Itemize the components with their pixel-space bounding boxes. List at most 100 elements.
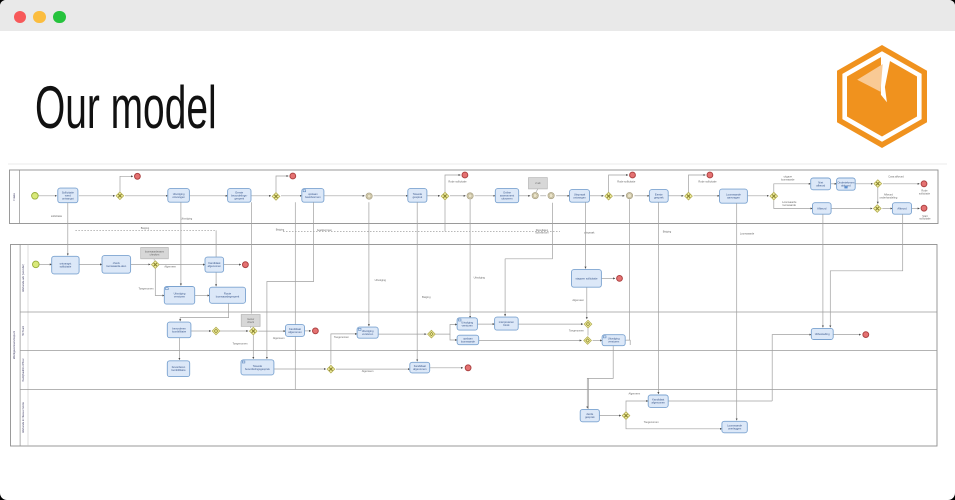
svg-text:Ondertekenen: Ondertekenen (837, 181, 855, 185)
svg-text:Sollicitatie: Sollicitatie (62, 190, 75, 194)
svg-text:afgenomen: afgenomen (288, 330, 302, 334)
svg-text:Bedrijfsadmin Officer: Bedrijfsadmin Officer (22, 358, 25, 381)
svg-text:Afkeurd: Afkeurd (817, 206, 827, 210)
svg-text:uitspraak: uitspraak (584, 230, 595, 234)
svg-text:Bsiging: Bsiging (141, 226, 150, 230)
svg-text:HR Team: HR Team (22, 326, 25, 336)
svg-text:loonbillitaire: loonbillitaire (172, 329, 187, 333)
svg-text:ontvangen: ontvangen (573, 195, 586, 199)
svg-text:assessment: assessment (500, 194, 515, 198)
svg-text:Uitvolging: Uitvolging (174, 292, 186, 296)
svg-text:doorstroom: doorstroom (535, 231, 548, 235)
svg-text:Bsiging: Bsiging (663, 230, 672, 234)
svg-text:Eerste: Eerste (655, 192, 663, 196)
svg-text:Tweede: Tweede (413, 192, 423, 196)
svg-text:Uitvolging: Uitvolging (608, 337, 620, 341)
svg-text:Uitvolging: Uitvolging (375, 278, 387, 282)
svg-text:Loonwaarde: Loonwaarde (740, 231, 755, 235)
svg-text:afkeurd: afkeurd (816, 183, 825, 187)
svg-text:versturen: versturen (174, 295, 186, 299)
svg-text:Online: Online (503, 191, 511, 195)
svg-text:sollicitatie: sollicitatie (919, 217, 931, 221)
svg-text:Kandidaat: Kandidaat (208, 261, 220, 265)
svg-text:beeldvormen: beeldvormen (305, 195, 321, 199)
svg-text:Algemeen: Algemeen (572, 298, 584, 302)
svg-text:Casa afkeurd: Casa afkeurd (888, 175, 904, 179)
svg-text:beeldvormen: beeldvormen (317, 228, 333, 232)
svg-text:bevorderen: bevorderen (172, 326, 186, 330)
svg-text:Werkende-adv (vervuller): Werkende-adv (vervuller) (22, 264, 25, 292)
svg-text:Kandidaat: Kandidaat (289, 327, 301, 331)
svg-text:gesprek: gesprek (654, 195, 664, 199)
svg-text:loonwaarde: loonwaarde (461, 339, 475, 343)
svg-text:versturen: versturen (362, 332, 374, 336)
svg-text:versturen: versturen (608, 340, 620, 344)
svg-text:akkoord: akkoord (841, 184, 851, 188)
svg-text:gesprek: gesprek (235, 196, 245, 200)
svg-text:Uitvolging: Uitvolging (173, 192, 185, 196)
svg-text:sollicitatie: sollicitatie (60, 265, 72, 269)
svg-text:loonwaardegesprek: loonwaardegesprek (216, 295, 240, 299)
svg-text:beoordelingsgesprek: beoordelingsgesprek (245, 367, 271, 371)
svg-text:Bsiging: Bsiging (422, 295, 431, 299)
svg-text:gesprek: gesprek (413, 195, 423, 199)
svg-text:ontvangst: ontvangst (60, 262, 72, 266)
svg-text:loonw: loonw (247, 317, 254, 321)
svg-text:onderhandeling: onderhandeling (879, 195, 897, 199)
svg-text:Rode: Rode (921, 189, 928, 193)
svg-text:interpreteren: interpreteren (499, 320, 515, 324)
svg-text:Intake: Intake (12, 193, 16, 201)
svg-text:Algemeen: Algemeen (164, 264, 176, 268)
svg-text:Algemeen: Algemeen (628, 392, 640, 396)
svg-text:uitvoeren: uitvoeren (501, 197, 513, 201)
svg-text:Resultaten: Resultaten (536, 228, 549, 232)
svg-text:Toegenomen: Toegenomen (569, 329, 585, 333)
svg-text:check: check (247, 320, 254, 324)
svg-text:Afkeurd: Afkeurd (884, 192, 893, 196)
svg-text:derde: derde (586, 412, 593, 416)
svg-text:Eerste: Eerste (235, 190, 243, 194)
svg-text:Toegenomen: Toegenomen (139, 286, 155, 290)
svg-text:Toegenomen: Toegenomen (233, 341, 249, 345)
svg-text:Uitbesteding: Uitbesteding (815, 332, 830, 336)
svg-text:beoordelings-: beoordelings- (231, 193, 247, 197)
svg-text:aanvragen: aanvragen (727, 196, 740, 200)
svg-text:Uitvolging: Uitvolging (461, 320, 473, 324)
svg-text:Algemeen: Algemeen (273, 336, 285, 340)
svg-text:Uitvolging: Uitvolging (181, 217, 193, 221)
svg-text:Rode sollicitatie: Rode sollicitatie (698, 179, 717, 183)
svg-text:Werkende in Nieuwe functie: Werkende in Nieuwe functie (22, 401, 25, 433)
svg-text:loonbillitaire: loonbillitaire (171, 368, 186, 372)
svg-text:werd: werd (65, 193, 71, 197)
svg-text:Werkgeversservicepunt: Werkgeversservicepunt (12, 331, 16, 359)
svg-text:opslaan: opslaan (308, 192, 318, 196)
svg-text:afgenomen: afgenomen (651, 401, 665, 405)
svg-text:Rode sollicitatie: Rode sollicitatie (617, 179, 636, 183)
svg-text:opslaan: opslaan (463, 336, 473, 340)
svg-text:block: block (503, 323, 510, 327)
svg-text:Tweede: Tweede (253, 364, 263, 368)
svg-text:stappen sollicitatie: stappen sollicitatie (576, 276, 598, 280)
svg-text:checken: checken (150, 253, 160, 257)
svg-text:Loonwaarde: Loonwaarde (727, 423, 742, 427)
svg-text:Uitspraak: Uitspraak (574, 192, 586, 196)
svg-text:check: check (113, 261, 121, 265)
svg-text:2 wk: 2 wk (535, 181, 541, 185)
svg-text:bevorderen: bevorderen (172, 365, 186, 369)
svg-text:loonwaarde-alen: loonwaarde-alen (106, 264, 126, 268)
svg-text:Algemeen: Algemeen (362, 369, 374, 373)
svg-text:Toegenomen: Toegenomen (334, 335, 350, 339)
svg-text:uitgave: uitgave (784, 174, 793, 178)
svg-text:sollicitatie: sollicitatie (919, 191, 931, 195)
svg-text:sollicitatie: sollicitatie (51, 214, 63, 218)
svg-text:Rode sollicitatie: Rode sollicitatie (448, 179, 467, 183)
svg-text:overleggen: overleggen (728, 426, 742, 430)
svg-text:Bsiging: Bsiging (276, 227, 285, 231)
svg-text:ontvangst: ontvangst (62, 196, 74, 200)
svg-text:gesprek: gesprek (585, 415, 595, 419)
svg-text:Uitvolging: Uitvolging (474, 276, 486, 280)
svg-text:afgenomen: afgenomen (208, 264, 222, 268)
svg-text:Niet: Niet (818, 180, 823, 184)
svg-text:Afkeurd: Afkeurd (897, 206, 907, 210)
svg-text:loonwaardeaanv: loonwaardeaanv (145, 250, 165, 254)
